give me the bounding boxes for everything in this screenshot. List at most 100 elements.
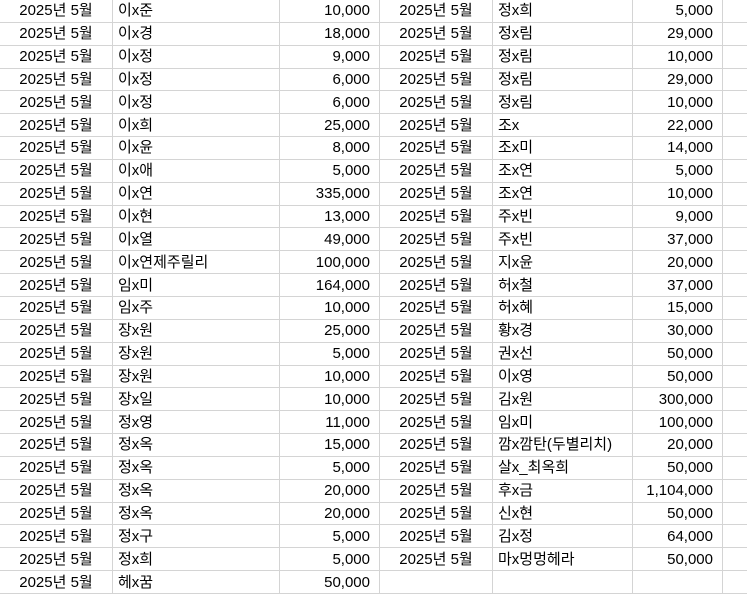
empty-cell[interactable] [723, 160, 747, 183]
amount-cell[interactable]: 14,000 [633, 137, 723, 160]
amount-cell[interactable]: 29,000 [633, 68, 723, 92]
name-cell[interactable]: 조x연 [493, 182, 633, 206]
date-cell[interactable]: 2025년 5월 [0, 137, 113, 160]
amount-cell[interactable]: 29,000 [633, 22, 723, 46]
date-cell[interactable]: 2025년 5월 [0, 228, 113, 252]
name-cell[interactable]: 이x열 [113, 228, 280, 252]
name-cell[interactable]: 허x혜 [493, 296, 633, 320]
empty-cell[interactable] [723, 206, 747, 229]
name-cell[interactable]: 이x경 [113, 22, 280, 46]
name-cell[interactable]: 장x일 [113, 388, 280, 412]
amount-cell[interactable] [633, 571, 723, 594]
amount-cell[interactable]: 164,000 [280, 274, 380, 297]
amount-cell[interactable]: 9,000 [633, 205, 723, 229]
amount-cell[interactable]: 10,000 [633, 91, 723, 115]
name-cell[interactable]: 조x [493, 114, 633, 138]
name-cell[interactable]: 임x미 [493, 411, 633, 435]
amount-cell[interactable]: 6,000 [280, 68, 380, 92]
date-cell[interactable]: 2025년 5월 [380, 548, 493, 572]
date-cell[interactable]: 2025년 5월 [380, 342, 493, 366]
empty-cell[interactable] [723, 503, 747, 526]
amount-cell[interactable]: 8,000 [280, 137, 380, 160]
name-cell[interactable]: 장x원 [113, 365, 280, 389]
date-cell[interactable]: 2025년 5월 [380, 319, 493, 343]
amount-cell[interactable]: 10,000 [633, 45, 723, 69]
name-cell[interactable]: 정x희 [493, 0, 633, 23]
date-cell[interactable]: 2025년 5월 [0, 182, 113, 206]
name-cell[interactable]: 이x애 [113, 159, 280, 183]
name-cell[interactable]: 정x옥 [113, 434, 280, 457]
date-cell[interactable]: 2025년 5월 [380, 411, 493, 435]
date-cell[interactable]: 2025년 5월 [0, 525, 113, 549]
name-cell[interactable]: 이x현 [113, 205, 280, 229]
name-cell[interactable]: 정x구 [113, 525, 280, 549]
date-cell[interactable]: 2025년 5월 [380, 456, 493, 480]
name-cell[interactable]: 이x희 [113, 114, 280, 138]
date-cell[interactable]: 2025년 5월 [380, 205, 493, 229]
name-cell[interactable]: 살x_최옥희 [493, 456, 633, 480]
empty-cell[interactable] [723, 228, 747, 252]
amount-cell[interactable]: 300,000 [633, 388, 723, 412]
date-cell[interactable]: 2025년 5월 [0, 0, 113, 23]
name-cell[interactable]: 지x윤 [493, 251, 633, 275]
empty-cell[interactable] [723, 183, 747, 206]
amount-cell[interactable]: 13,000 [280, 205, 380, 229]
name-cell[interactable]: 정x림 [493, 91, 633, 115]
empty-cell[interactable] [723, 0, 747, 23]
name-cell[interactable]: 임x미 [113, 274, 280, 297]
amount-cell[interactable]: 5,000 [633, 0, 723, 23]
amount-cell[interactable]: 10,000 [280, 365, 380, 389]
date-cell[interactable]: 2025년 5월 [0, 114, 113, 138]
date-cell[interactable]: 2025년 5월 [0, 22, 113, 46]
empty-cell[interactable] [723, 434, 747, 457]
amount-cell[interactable]: 22,000 [633, 114, 723, 138]
amount-cell[interactable]: 20,000 [633, 434, 723, 457]
name-cell[interactable]: 이x정 [113, 45, 280, 69]
name-cell[interactable]: 후x금 [493, 479, 633, 503]
name-cell[interactable]: 김x정 [493, 525, 633, 549]
amount-cell[interactable]: 10,000 [633, 182, 723, 206]
amount-cell[interactable]: 5,000 [633, 159, 723, 183]
empty-cell[interactable] [723, 525, 747, 549]
empty-cell[interactable] [723, 366, 747, 389]
amount-cell[interactable]: 6,000 [280, 91, 380, 115]
empty-cell[interactable] [723, 571, 747, 594]
empty-cell[interactable] [723, 411, 747, 435]
name-cell[interactable]: 주x빈 [493, 228, 633, 252]
amount-cell[interactable]: 50,000 [633, 456, 723, 480]
amount-cell[interactable]: 20,000 [633, 251, 723, 275]
amount-cell[interactable]: 335,000 [280, 182, 380, 206]
date-cell[interactable]: 2025년 5월 [380, 91, 493, 115]
amount-cell[interactable]: 100,000 [280, 251, 380, 275]
date-cell[interactable]: 2025년 5월 [380, 388, 493, 412]
name-cell[interactable]: 정x림 [493, 22, 633, 46]
name-cell[interactable]: 장x원 [113, 319, 280, 343]
amount-cell[interactable]: 5,000 [280, 159, 380, 183]
name-cell[interactable]: 신x현 [493, 502, 633, 526]
date-cell[interactable]: 2025년 5월 [0, 548, 113, 572]
date-cell[interactable] [380, 571, 493, 594]
date-cell[interactable]: 2025년 5월 [0, 411, 113, 435]
amount-cell[interactable]: 10,000 [280, 0, 380, 23]
name-cell[interactable]: 황x경 [493, 319, 633, 343]
amount-cell[interactable]: 11,000 [280, 411, 380, 435]
name-cell[interactable]: 권x선 [493, 342, 633, 366]
date-cell[interactable]: 2025년 5월 [0, 365, 113, 389]
name-cell[interactable]: 이x연 [113, 182, 280, 206]
date-cell[interactable]: 2025년 5월 [0, 296, 113, 320]
date-cell[interactable]: 2025년 5월 [380, 296, 493, 320]
name-cell[interactable]: 주x빈 [493, 205, 633, 229]
empty-cell[interactable] [723, 91, 747, 115]
date-cell[interactable]: 2025년 5월 [380, 525, 493, 549]
empty-cell[interactable] [723, 69, 747, 92]
amount-cell[interactable]: 20,000 [280, 479, 380, 503]
amount-cell[interactable]: 15,000 [280, 434, 380, 457]
date-cell[interactable]: 2025년 5월 [0, 251, 113, 275]
name-cell[interactable]: 장x원 [113, 342, 280, 366]
amount-cell[interactable]: 5,000 [280, 342, 380, 366]
name-cell[interactable]: 이x영 [493, 365, 633, 389]
amount-cell[interactable]: 18,000 [280, 22, 380, 46]
amount-cell[interactable]: 37,000 [633, 228, 723, 252]
amount-cell[interactable]: 50,000 [633, 342, 723, 366]
date-cell[interactable]: 2025년 5월 [0, 319, 113, 343]
